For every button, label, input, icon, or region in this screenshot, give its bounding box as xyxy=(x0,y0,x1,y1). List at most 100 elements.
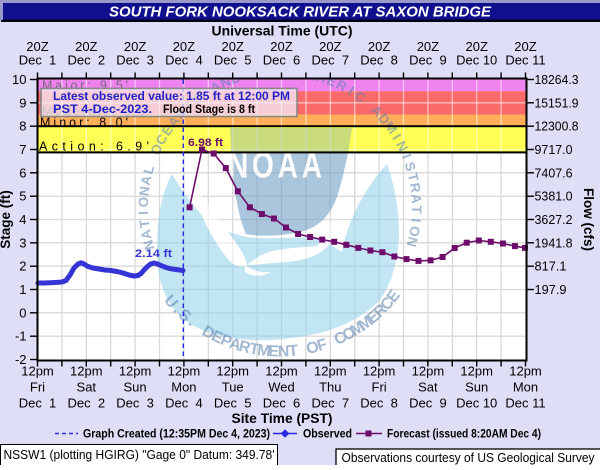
svg-text:12pm: 12pm xyxy=(70,364,103,379)
svg-text:Observed: Observed xyxy=(303,427,352,441)
svg-text:10: 10 xyxy=(12,72,26,87)
svg-text:20Z: 20Z xyxy=(319,39,341,54)
svg-text:M: M xyxy=(256,342,271,360)
svg-text:6: 6 xyxy=(19,165,26,180)
svg-text:Dec 8: Dec 8 xyxy=(360,396,398,411)
svg-text:Flow (cfs): Flow (cfs) xyxy=(581,188,596,251)
svg-text:20Z: 20Z xyxy=(173,39,195,54)
svg-text:Dec 5: Dec 5 xyxy=(214,396,252,411)
svg-text:5: 5 xyxy=(19,189,26,204)
svg-text:7407.6: 7407.6 xyxy=(535,166,573,180)
svg-text:T: T xyxy=(248,340,261,359)
svg-text:12pm: 12pm xyxy=(21,364,54,379)
svg-text:Universal Time (UTC): Universal Time (UTC) xyxy=(212,24,353,39)
svg-text:E: E xyxy=(268,343,280,360)
svg-text:12pm: 12pm xyxy=(509,364,542,379)
svg-text:Dec 1: Dec 1 xyxy=(19,53,57,68)
svg-text:12pm: 12pm xyxy=(168,364,201,379)
svg-text:Latest observed value: 1.85 ft: Latest observed value: 1.85 ft at 12:00 … xyxy=(53,89,290,103)
svg-text:O: O xyxy=(406,225,423,238)
svg-text:A: A xyxy=(227,335,244,355)
svg-text:S: S xyxy=(295,64,306,80)
svg-text:12pm: 12pm xyxy=(412,364,445,379)
svg-text:I: I xyxy=(345,84,356,99)
svg-text:Dec 2: Dec 2 xyxy=(68,396,106,411)
svg-text:A: A xyxy=(138,228,155,241)
svg-text:8: 8 xyxy=(19,119,26,134)
svg-text:T: T xyxy=(409,205,424,214)
svg-text:Dec 11: Dec 11 xyxy=(505,396,545,411)
svg-text:Dec 6: Dec 6 xyxy=(263,396,301,411)
svg-text:Forecast (issued 8:20AM Dec 4): Forecast (issued 8:20AM Dec 4) xyxy=(387,427,541,441)
svg-text:O: O xyxy=(305,339,321,358)
svg-text:3: 3 xyxy=(19,235,26,250)
svg-text:I: I xyxy=(408,218,423,223)
svg-text:Dec 4: Dec 4 xyxy=(165,396,203,411)
svg-text:0: 0 xyxy=(19,305,26,320)
svg-text:Graph Created (12:35PM Dec 4,: Graph Created (12:35PM Dec 4, 2023) xyxy=(83,427,270,441)
svg-text:Dec 6: Dec 6 xyxy=(263,53,301,68)
svg-text:Dec 1: Dec 1 xyxy=(19,396,57,411)
svg-text:Tue: Tue xyxy=(222,380,244,395)
svg-text:-1: -1 xyxy=(15,329,27,344)
svg-text:Dec 10: Dec 10 xyxy=(456,396,497,411)
svg-text:2.14 ft: 2.14 ft xyxy=(135,248,172,260)
svg-text:R: R xyxy=(407,182,423,194)
svg-text:Dec 10: Dec 10 xyxy=(456,53,497,68)
svg-text:R: R xyxy=(237,338,253,357)
svg-text:20Z: 20Z xyxy=(75,39,97,54)
svg-text:Flood Stage is 8 ft: Flood Stage is 8 ft xyxy=(163,102,255,116)
svg-text:I: I xyxy=(136,211,151,215)
svg-text:12pm: 12pm xyxy=(265,364,298,379)
svg-text:Dec 8: Dec 8 xyxy=(360,53,398,68)
svg-text:E: E xyxy=(325,72,339,89)
svg-text:NSSW1 (plotting HGIRG) "Gage 0: NSSW1 (plotting HGIRG) "Gage 0" Datum: 3… xyxy=(4,448,275,462)
svg-text:12pm: 12pm xyxy=(460,364,493,379)
svg-text:20Z: 20Z xyxy=(124,39,146,54)
svg-text:H: H xyxy=(314,69,328,86)
svg-text:Dec 5: Dec 5 xyxy=(214,53,252,68)
svg-text:T: T xyxy=(136,218,152,229)
svg-text:Dec 3: Dec 3 xyxy=(116,396,154,411)
svg-text:P: P xyxy=(305,66,317,83)
svg-text:Sun: Sun xyxy=(124,380,147,395)
svg-text:1: 1 xyxy=(19,282,26,297)
svg-text:3627.2: 3627.2 xyxy=(535,213,573,227)
svg-text:S: S xyxy=(402,160,419,173)
svg-text:T: T xyxy=(288,342,300,360)
svg-text:N: N xyxy=(218,74,233,92)
svg-text:Dec 7: Dec 7 xyxy=(312,53,350,68)
svg-text:Mon: Mon xyxy=(171,380,196,395)
svg-text:15151.9: 15151.9 xyxy=(535,96,579,110)
svg-text:Sat: Sat xyxy=(77,380,97,395)
svg-text:N: N xyxy=(404,235,421,248)
svg-text:12pm: 12pm xyxy=(119,364,152,379)
svg-text:6.98 ft: 6.98 ft xyxy=(188,137,223,149)
svg-text:Dec 3: Dec 3 xyxy=(116,53,154,68)
svg-text:Wed: Wed xyxy=(268,380,295,395)
svg-text:L: L xyxy=(140,164,157,176)
svg-text:Site Time (PST): Site Time (PST) xyxy=(232,411,333,426)
svg-text:7: 7 xyxy=(19,142,26,157)
svg-text:Observations courtesy of US Ge: Observations courtesy of US Geological S… xyxy=(342,450,596,465)
svg-text:20Z: 20Z xyxy=(26,39,48,54)
svg-text:9: 9 xyxy=(19,95,26,110)
svg-text:12pm: 12pm xyxy=(363,364,396,379)
svg-text:20Z: 20Z xyxy=(270,39,292,54)
svg-text:2: 2 xyxy=(19,259,26,274)
svg-text:PST 4-Dec-2023.: PST 4-Dec-2023. xyxy=(53,102,152,116)
svg-text:Stage (ft): Stage (ft) xyxy=(0,190,13,249)
svg-text:20Z: 20Z xyxy=(514,39,536,54)
svg-text:Dec 4: Dec 4 xyxy=(165,53,203,68)
svg-text:I: I xyxy=(389,131,404,142)
svg-text:20Z: 20Z xyxy=(221,39,243,54)
svg-text:A: A xyxy=(138,174,155,187)
svg-text:18264.3: 18264.3 xyxy=(535,73,579,87)
svg-text:12pm: 12pm xyxy=(314,364,347,379)
svg-text:A: A xyxy=(408,193,424,204)
svg-text:Thu: Thu xyxy=(319,380,341,395)
svg-text:-2: -2 xyxy=(15,352,27,367)
svg-text:SOUTH FORK NOOKSACK RIVER AT S: SOUTH FORK NOOKSACK RIVER AT SAXON BRIDG… xyxy=(109,4,492,21)
svg-text:N: N xyxy=(278,343,290,360)
svg-text:Dec 9: Dec 9 xyxy=(409,396,447,411)
